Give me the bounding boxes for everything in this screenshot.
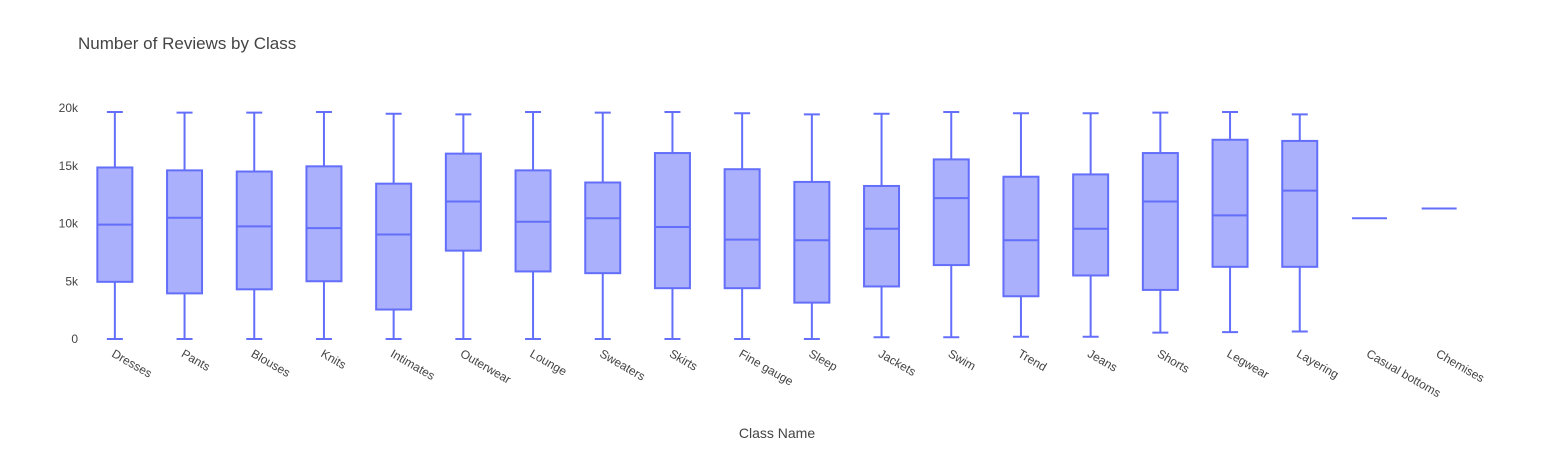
- box-legwear: [1211, 111, 1249, 334]
- y-axis: 0 5k 10k 15k 20k: [59, 101, 79, 346]
- box-sweaters: [584, 111, 622, 340]
- box-lounge: [514, 111, 552, 340]
- box-trend: [1002, 112, 1040, 338]
- box-dresses: [96, 111, 134, 340]
- box-shorts: [1141, 111, 1179, 334]
- chart-title: Number of Reviews by Class: [78, 34, 296, 53]
- box-fine-gauge: [723, 112, 761, 340]
- iqr-box: [793, 180, 831, 304]
- y-tick-label: 10k: [59, 217, 79, 231]
- box-blouses: [235, 111, 273, 340]
- iqr-box: [1072, 173, 1110, 277]
- iqr-box: [1002, 175, 1040, 298]
- iqr-box: [235, 170, 273, 291]
- box-jackets: [863, 112, 901, 339]
- iqr-box: [375, 182, 413, 311]
- box-jeans: [1072, 112, 1110, 338]
- iqr-box: [932, 158, 970, 267]
- iqr-box: [584, 181, 622, 275]
- box-sleep: [793, 113, 831, 340]
- box-pants: [166, 111, 204, 340]
- box-swim: [932, 111, 970, 339]
- iqr-box: [863, 184, 901, 288]
- box-skirts: [653, 111, 691, 340]
- iqr-box: [653, 152, 691, 290]
- box-outerwear: [444, 113, 482, 340]
- x-axis-title: Class Name: [739, 425, 815, 441]
- iqr-box: [305, 165, 343, 283]
- iqr-box: [1281, 139, 1319, 268]
- y-tick-label: 15k: [59, 159, 79, 173]
- box-knits: [305, 111, 343, 340]
- plot-area: [96, 111, 1457, 340]
- iqr-box: [166, 169, 204, 295]
- iqr-box: [1211, 138, 1249, 268]
- iqr-box: [1141, 152, 1179, 291]
- box-layering: [1281, 113, 1319, 333]
- y-tick-label: 20k: [59, 101, 79, 115]
- y-tick-label: 5k: [65, 274, 79, 288]
- y-tick-label: 0: [71, 332, 78, 346]
- box-intimates: [375, 112, 413, 340]
- iqr-box: [723, 168, 761, 290]
